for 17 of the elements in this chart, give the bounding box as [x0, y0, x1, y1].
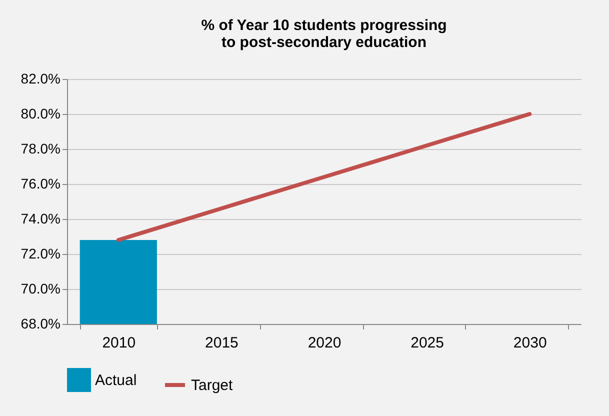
y-tick-label: 74.0% — [20, 210, 60, 226]
x-tick-label: 2020 — [308, 334, 342, 352]
y-tick-label: 80.0% — [20, 106, 60, 122]
x-tick-label: 2010 — [102, 334, 136, 352]
legend-label: Target — [191, 377, 234, 394]
y-tick-label: 70.0% — [20, 280, 60, 296]
y-tick-label: 68.0% — [20, 316, 60, 332]
x-tick-label: 2025 — [410, 334, 444, 352]
chart-title: % of Year 10 students progressing to post-secondary education — [201, 17, 447, 51]
y-tick-label: 82.0% — [20, 70, 60, 86]
legend-label: Actual — [95, 372, 137, 389]
y-tick-label: 76.0% — [20, 176, 60, 192]
x-tick-label: 2015 — [205, 334, 238, 352]
y-tick-label: 72.0% — [20, 246, 60, 262]
y-tick-label: 78.0% — [20, 140, 60, 156]
line-series — [116, 112, 532, 242]
x-tick-label: 2030 — [513, 334, 547, 352]
